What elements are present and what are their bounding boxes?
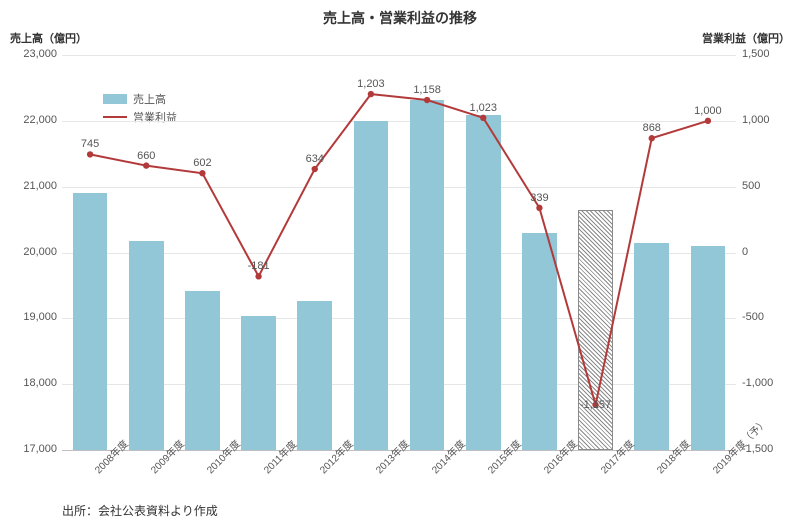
line-value-label: -1,157	[580, 399, 611, 411]
line-value-label: 1,158	[413, 84, 441, 96]
line-value-label: -181	[248, 260, 270, 272]
line-value-label: 339	[530, 192, 548, 204]
line-value-label: 1,000	[694, 105, 722, 117]
line-value-label: 745	[81, 138, 99, 150]
line-value-label: 868	[643, 122, 661, 134]
line-value-label: 1,203	[357, 78, 385, 90]
line-value-label: 602	[193, 157, 211, 169]
line-value-label: 1,023	[469, 102, 497, 114]
line-value-label: 634	[306, 153, 324, 165]
line-value-label: 660	[137, 150, 155, 162]
